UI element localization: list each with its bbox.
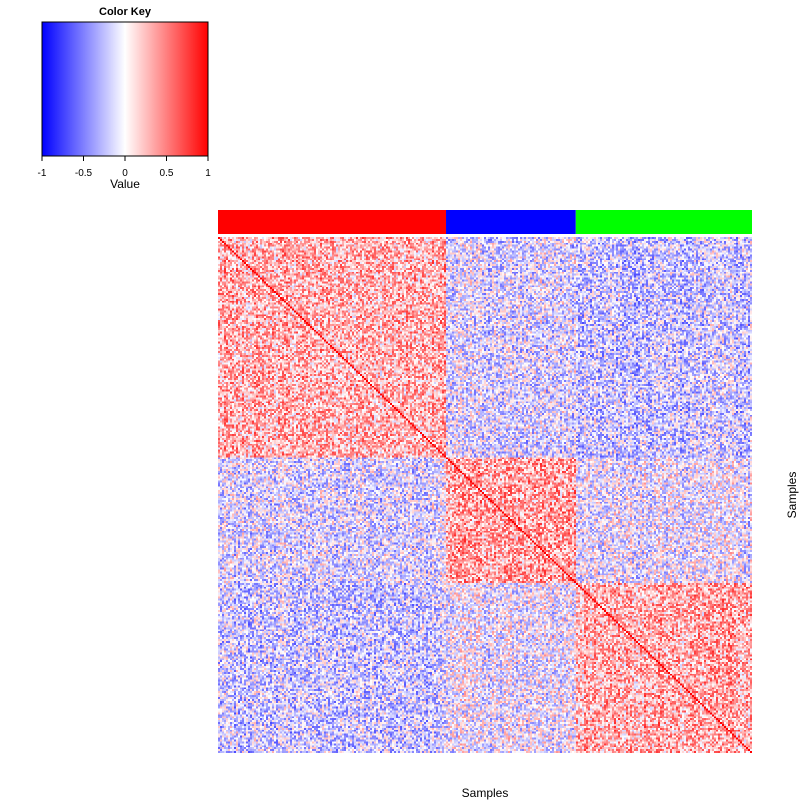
color-key: Color Key -1 -0.5 0 0.5 1 Value — [38, 6, 212, 191]
color-key-ticks: -1 -0.5 0 0.5 1 — [38, 156, 211, 179]
color-key-gradient — [41, 21, 209, 157]
column-side-colors — [218, 210, 752, 234]
x-axis-label: Samples — [462, 786, 509, 800]
color-key-tick-label: 0.5 — [160, 168, 174, 179]
side-color-group-1 — [218, 210, 447, 234]
color-key-tick-label: 0 — [122, 168, 128, 179]
color-key-tick-label: -0.5 — [75, 168, 93, 179]
y-axis-label: Samples — [785, 472, 799, 519]
heatmap-body — [218, 237, 752, 753]
side-color-group-2 — [446, 210, 576, 234]
heatmap-cells — [218, 237, 752, 753]
color-key-title: Color Key — [99, 6, 152, 18]
color-key-xlabel: Value — [110, 177, 140, 191]
side-color-group-3 — [575, 210, 752, 234]
color-key-tick-label: 1 — [205, 168, 211, 179]
color-key-tick-label: -1 — [38, 168, 47, 179]
